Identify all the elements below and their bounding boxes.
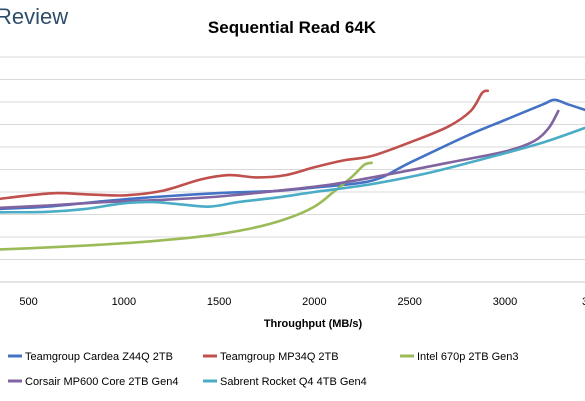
series-line-1 [0,98,585,211]
x-tick-label: 3000 [493,296,517,308]
x-tick-labels: 500 1000 1500 2000 2500 3000 3 [19,296,585,308]
brand-logo-text: Review [0,4,68,29]
x-tick-label: 1500 [207,296,231,308]
series-layer [0,89,585,251]
legend-label-3: Intel 670p 2TB Gen3 [417,351,519,363]
x-tick-label: 2000 [302,296,326,308]
series-line-4 [0,109,560,210]
x-tick-label: 3 [582,296,585,308]
series-line-5 [0,126,585,214]
legend-label-2: Teamgroup MP34Q 2TB [220,351,339,363]
legend-label-5: Sabrent Rocket Q4 4TB Gen4 [220,376,367,388]
legend-label-4: Corsair MP600 Core 2TB Gen4 [25,376,178,388]
chart-title: Sequential Read 64K [208,18,377,37]
gridlines [0,56,585,260]
legend-label-1: Teamgroup Cardea Z44Q 2TB [25,351,173,363]
series-line-2 [0,89,490,201]
legend: Teamgroup Cardea Z44Q 2TB Teamgroup MP34Q… [8,351,519,388]
x-tick-label: 500 [19,296,37,308]
x-tick-label: 1000 [112,296,136,308]
x-tick-label: 2500 [397,296,421,308]
x-axis-label: Throughput (MB/s) [264,318,363,330]
series-line-3 [0,161,373,251]
